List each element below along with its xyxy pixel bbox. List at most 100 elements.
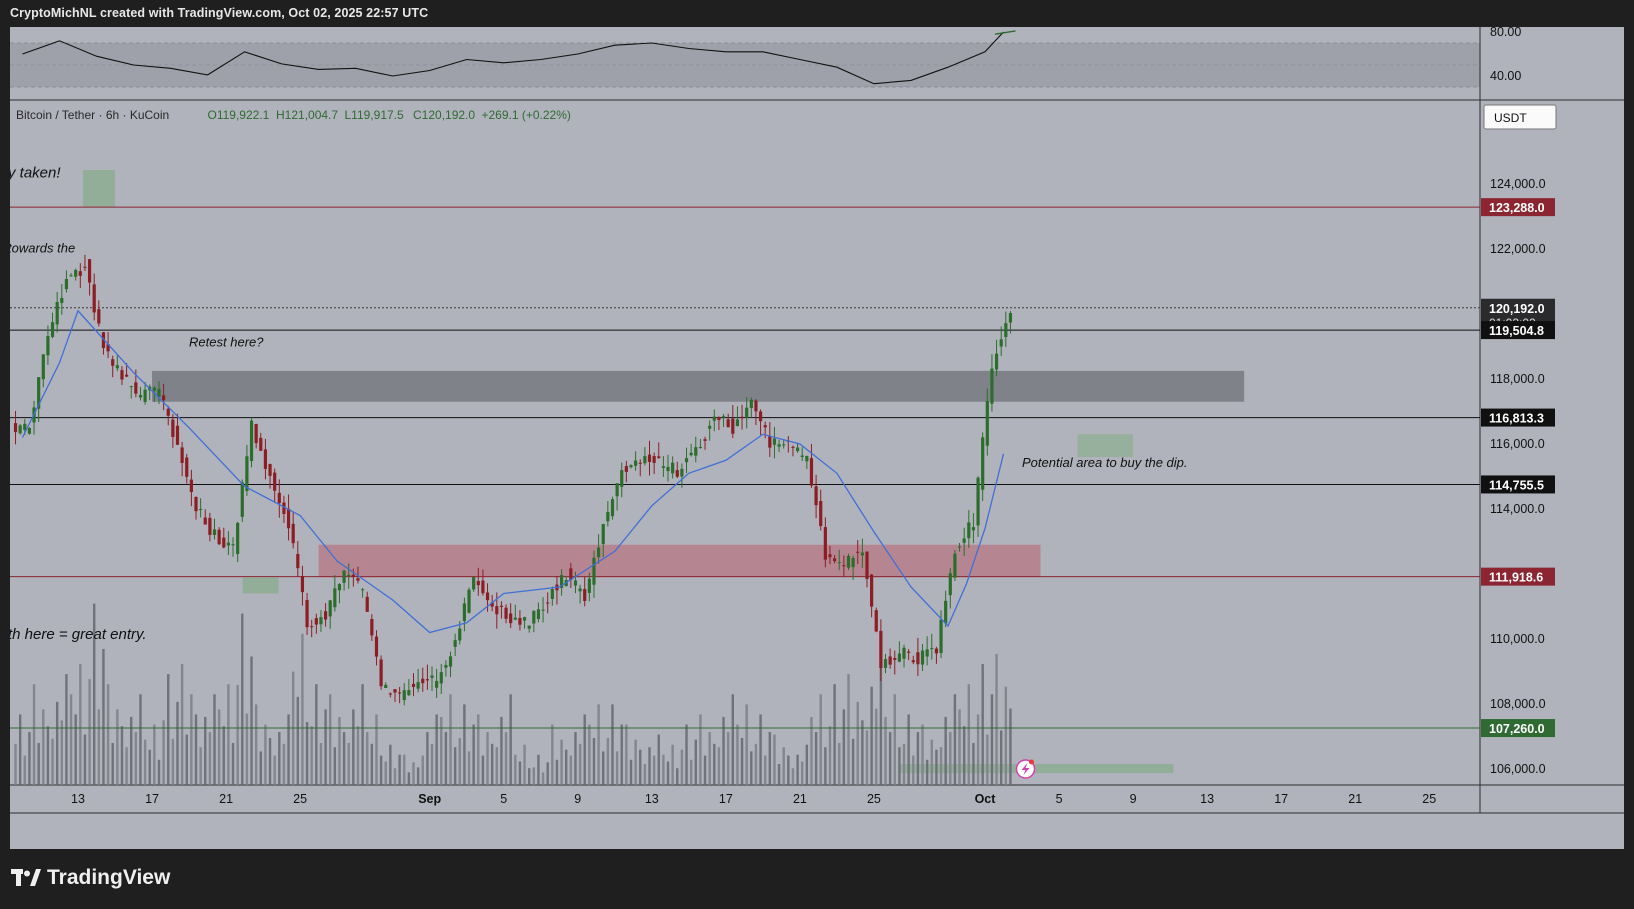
volume-bar [435, 714, 438, 785]
buy-zone [1077, 434, 1134, 457]
tradingview-logo[interactable]: TradingView [11, 866, 170, 890]
volume-bar [652, 755, 656, 785]
candle-body [689, 452, 693, 456]
candle-body [13, 423, 18, 433]
volume-bar [953, 694, 957, 785]
candle-body [925, 649, 929, 657]
volume-bar [898, 747, 901, 785]
candle-body [111, 359, 115, 366]
candle-body [777, 444, 781, 447]
time-axis-tick-label: 13 [1200, 792, 1214, 806]
volume-bar [324, 709, 327, 785]
volume-bar [574, 732, 577, 785]
ohlc-close: C120,192.0 [413, 108, 475, 122]
volume-bar [801, 761, 804, 785]
volume-bar [995, 653, 998, 785]
rsi-axis-tick-label: 80.00 [1490, 27, 1521, 39]
candle-body [393, 689, 397, 693]
volume-bar [102, 648, 105, 785]
volume-bar [60, 720, 64, 785]
volume-bar [629, 759, 633, 785]
volume-bar [250, 656, 253, 785]
volume-bar [130, 716, 133, 785]
candle-body [481, 580, 485, 594]
volume-bar [338, 716, 341, 785]
volume-bar [537, 754, 540, 785]
event-dot [1029, 759, 1035, 765]
demand-zone [318, 544, 1041, 578]
candle-body [286, 508, 291, 529]
candle-body [115, 365, 119, 369]
currency-button[interactable] [1483, 104, 1557, 130]
volume-bar [514, 754, 517, 785]
candle-body [240, 482, 244, 517]
volume-bar [925, 759, 929, 785]
candle-body [578, 588, 582, 592]
symbol-name: Bitcoin / Tether · 6h · KuCoin [16, 108, 169, 122]
price-level-tag [1481, 719, 1555, 738]
volume-bar [315, 684, 318, 785]
candle-body [573, 580, 578, 586]
candle-body [365, 596, 369, 612]
candle-body [944, 600, 948, 624]
volume-bar [97, 709, 101, 785]
volume-bar [569, 755, 573, 785]
candle-body [448, 656, 453, 667]
candle-body [222, 537, 226, 548]
chart-svg[interactable]: y taken! towards the Retest here? Potential… [10, 27, 1624, 849]
volume-bar [791, 768, 795, 785]
candle-body [379, 659, 383, 687]
price-axis-tick-label: 110,000.0 [1490, 632, 1545, 646]
candle-body [499, 605, 504, 608]
volume-bar [329, 694, 332, 785]
candle-body [60, 297, 64, 303]
price-level-tag-label: 114,755.5 [1489, 478, 1544, 492]
volume-bar [259, 751, 262, 785]
candle-body [874, 610, 878, 632]
volume-bar [231, 743, 235, 785]
candle-body [717, 417, 721, 421]
candle-body [300, 576, 305, 593]
volume-bar [685, 724, 688, 785]
volume-bar [606, 737, 610, 785]
volume-bar [833, 684, 836, 785]
volume-bar [490, 743, 494, 785]
candle-body [194, 496, 198, 512]
candle-body [920, 650, 925, 665]
volume-bar [467, 751, 471, 785]
volume-bar [981, 664, 984, 785]
candle-body [976, 477, 980, 526]
candle-body [703, 439, 707, 441]
candle-body [458, 628, 462, 641]
volume-bar [421, 755, 424, 785]
volume-bar [227, 684, 230, 785]
candle-body [171, 419, 175, 437]
volume-bar [416, 767, 420, 785]
candle-body [740, 416, 744, 419]
time-axis-tick-label: 13 [645, 792, 659, 806]
candle-body [138, 394, 143, 398]
volume-bar [1009, 708, 1012, 785]
chart-area[interactable]: y taken! towards the Retest here? Potential… [10, 27, 1624, 849]
volume-bar [393, 768, 397, 785]
volume-bar [426, 732, 429, 785]
candle-body [402, 690, 406, 701]
candle-body [546, 602, 550, 604]
volume-bar [379, 755, 383, 785]
price-level-tag [1481, 321, 1555, 340]
volume-bar [736, 724, 739, 785]
volume-bar [551, 724, 554, 785]
candle-body [236, 522, 240, 555]
volume-bar [370, 743, 374, 785]
volume-bar [722, 716, 725, 785]
volume-bar [847, 674, 850, 785]
volume-bar [509, 694, 512, 785]
time-axis-tick-label: 17 [145, 792, 159, 806]
volume-bar [565, 749, 568, 785]
volume-bar [310, 726, 313, 785]
candle-body [64, 278, 69, 290]
candle-body [226, 542, 230, 546]
candle-body [472, 577, 476, 590]
volume-bar [171, 738, 175, 785]
volume-bar [453, 747, 457, 785]
